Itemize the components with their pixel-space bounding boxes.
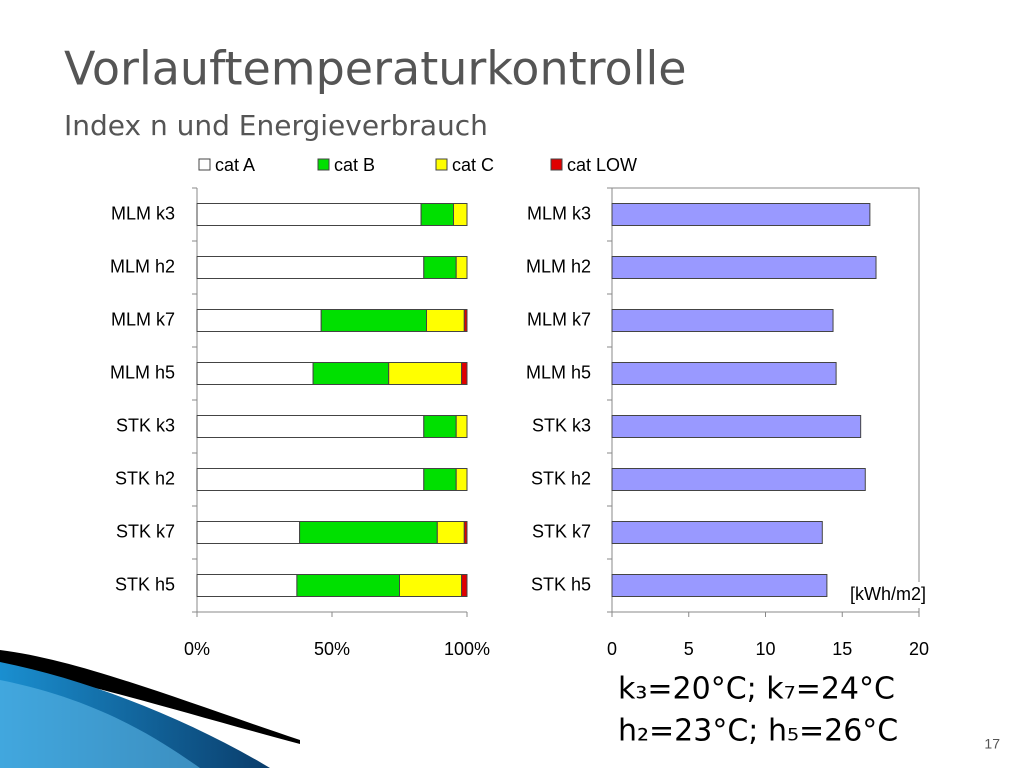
- x-tick-label: 100%: [444, 639, 490, 659]
- note: k₃=20°C; k₇=24°C: [618, 672, 895, 707]
- category-label: MLM k3: [111, 203, 175, 223]
- bar-segment: [320, 309, 428, 332]
- x-tick-label: 0%: [184, 639, 210, 659]
- x-tick-label: 10: [755, 639, 775, 659]
- x-tick-label: 0: [607, 639, 617, 659]
- annotation: [kWh/m2]: [850, 584, 926, 604]
- bar-segment: [453, 203, 468, 226]
- bar: [611, 362, 837, 385]
- category-label: STK h5: [115, 574, 175, 594]
- swoosh-dark: [0, 650, 300, 744]
- category-label: STK h2: [531, 468, 591, 488]
- bar: [611, 468, 866, 491]
- bar-segment: [296, 574, 400, 597]
- bar: [611, 521, 823, 544]
- category-label: STK k3: [532, 415, 591, 435]
- category-label: STK k3: [116, 415, 175, 435]
- category-label: MLM k7: [527, 309, 591, 329]
- bar: [611, 256, 877, 279]
- legend-swatch: [435, 158, 448, 171]
- swoosh-light: [0, 680, 200, 768]
- category-label: MLM h2: [110, 256, 175, 276]
- category-label: STK h2: [115, 468, 175, 488]
- bar-segment: [388, 362, 463, 385]
- bar-segment: [463, 521, 468, 544]
- bar-segment: [196, 362, 314, 385]
- bar-segment: [423, 468, 457, 491]
- bar-segment: [423, 415, 457, 438]
- bar-segment: [455, 256, 468, 279]
- legend-swatch: [317, 158, 330, 171]
- bar: [611, 203, 871, 226]
- bar-segment: [426, 309, 465, 332]
- bar-segment: [461, 362, 468, 385]
- bar-segment: [196, 415, 425, 438]
- annotation-bg: [836, 582, 940, 608]
- plot-frame: [611, 187, 920, 613]
- category-label: MLM h5: [526, 362, 591, 382]
- legend-swatch: [198, 158, 211, 171]
- category-label: MLM h5: [110, 362, 175, 382]
- bar-segment: [196, 309, 322, 332]
- bar-segment: [423, 256, 457, 279]
- bar-segment: [196, 203, 422, 226]
- bar: [611, 309, 834, 332]
- bar-segment: [299, 521, 438, 544]
- bar-segment: [420, 203, 455, 226]
- bar-segment: [461, 574, 468, 597]
- x-tick-label: 50%: [314, 639, 350, 659]
- note: h₂=23°C; h₅=26°C: [618, 714, 898, 749]
- bar-segment: [463, 309, 468, 332]
- x-tick-label: 5: [684, 639, 694, 659]
- legend-swatch: [550, 158, 563, 171]
- category-label: STK k7: [532, 521, 591, 541]
- x-tick-label: 20: [909, 639, 929, 659]
- bar-segment: [196, 468, 425, 491]
- page-number: 17: [984, 736, 1000, 752]
- bar-segment: [399, 574, 463, 597]
- bar-segment: [196, 574, 298, 597]
- legend-label: cat C: [452, 155, 494, 175]
- slide-subtitle: Index n und Energieverbrauch: [64, 109, 488, 142]
- bar-segment: [455, 415, 468, 438]
- legend-label: cat LOW: [567, 155, 637, 175]
- bar: [611, 574, 828, 597]
- category-label: MLM k7: [111, 309, 175, 329]
- x-tick-label: 15: [832, 639, 852, 659]
- category-label: STK h5: [531, 574, 591, 594]
- bar-segment: [455, 468, 468, 491]
- slide-title: Vorlauftemperaturkontrolle: [64, 42, 687, 96]
- bar-segment: [436, 521, 465, 544]
- bar: [611, 415, 862, 438]
- category-label: STK k7: [116, 521, 175, 541]
- legend-label: cat A: [215, 155, 255, 175]
- category-label: MLM h2: [526, 256, 591, 276]
- legend-label: cat B: [334, 155, 375, 175]
- bar-segment: [312, 362, 390, 385]
- category-label: MLM k3: [527, 203, 591, 223]
- bar-segment: [196, 521, 301, 544]
- bar-segment: [196, 256, 425, 279]
